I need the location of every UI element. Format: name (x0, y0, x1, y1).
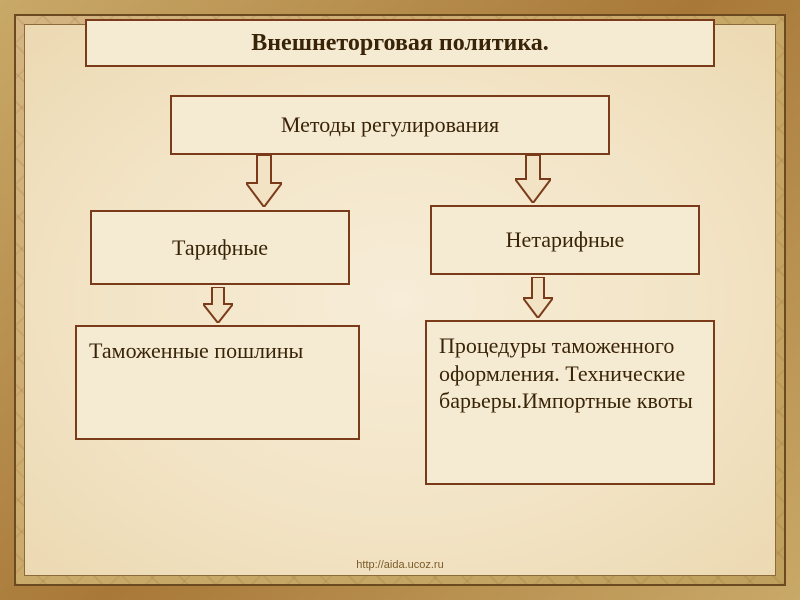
node-tariff: Тарифные (90, 210, 350, 285)
node-procedures: Процедуры таможенного оформления. Технич… (425, 320, 715, 485)
node-methods: Методы регулирования (170, 95, 610, 155)
node-tariff-label: Тарифные (172, 234, 268, 262)
slide-outer-frame: Внешнеторговая политика. Методы регулиро… (0, 0, 800, 600)
arrow-methods-tariff (246, 155, 282, 207)
node-customs: Таможенные пошлины (75, 325, 360, 440)
node-nontariff-label: Нетарифные (506, 226, 625, 254)
title-box: Внешнеторговая политика. (85, 19, 715, 67)
footer-url: http://aida.ucoz.ru (356, 559, 443, 571)
arrow-methods-nontariff (515, 155, 551, 203)
node-customs-label: Таможенные пошлины (89, 337, 303, 365)
diagram-title: Внешнеторговая политика. (251, 30, 549, 57)
node-methods-label: Методы регулирования (281, 111, 499, 139)
slide-map-border: Внешнеторговая политика. Методы регулиро… (14, 14, 786, 586)
node-procedures-label: Процедуры таможенного оформления. Технич… (439, 332, 701, 415)
arrow-nontariff-proc (523, 277, 553, 318)
node-nontariff: Нетарифные (430, 205, 700, 275)
arrow-tariff-customs (203, 287, 233, 323)
diagram-canvas: Внешнеторговая политика. Методы регулиро… (24, 24, 776, 576)
